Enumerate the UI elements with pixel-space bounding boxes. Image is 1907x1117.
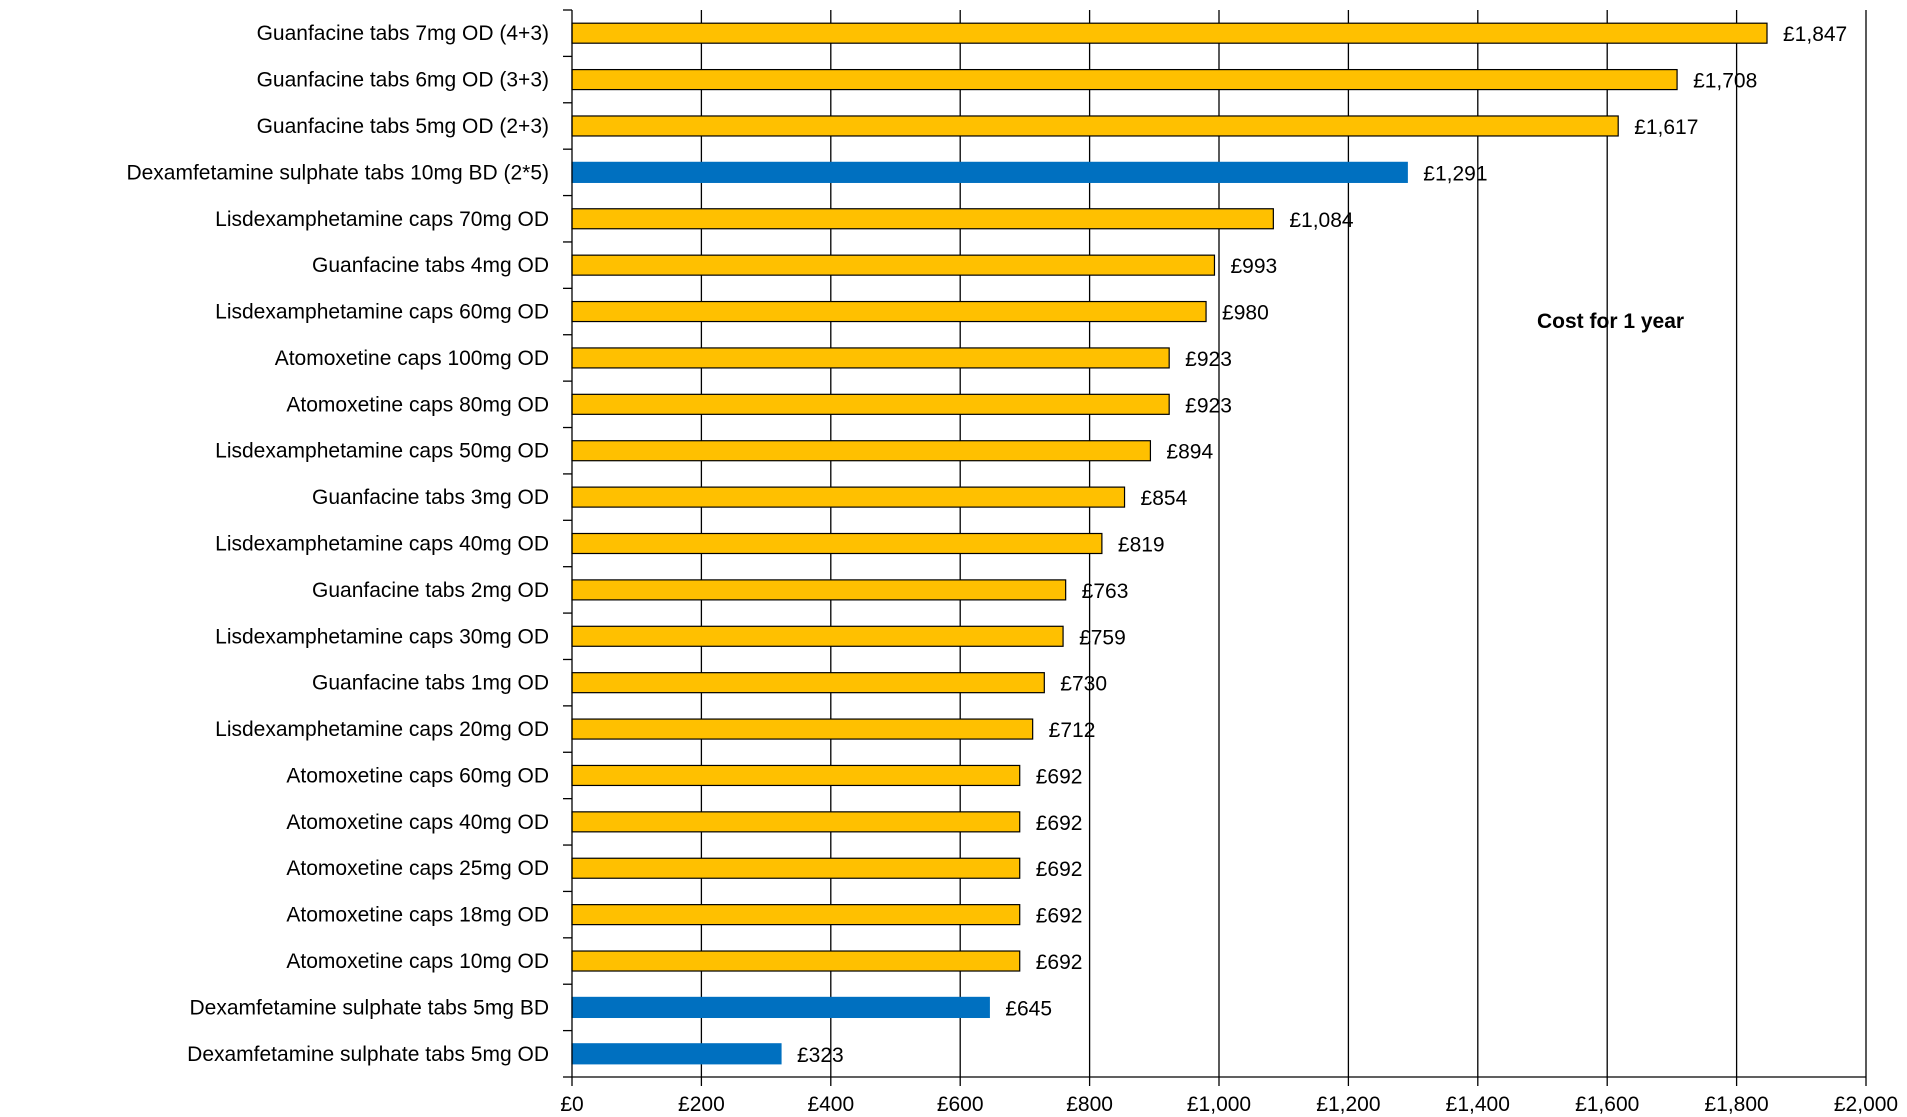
bar xyxy=(571,625,1064,647)
x-tick-label: £600 xyxy=(937,1093,984,1116)
bar xyxy=(571,996,990,1019)
data-label: £1,291 xyxy=(1423,162,1487,185)
bar xyxy=(571,672,1045,694)
data-label: £692 xyxy=(1036,858,1083,881)
bar xyxy=(571,254,1216,276)
category-label: Guanfacine tabs 4mg OD xyxy=(312,254,549,277)
category-label: Atomoxetine caps 10mg OD xyxy=(286,950,549,973)
bar xyxy=(571,904,1021,926)
category-label: Lisdexamphetamine caps 70mg OD xyxy=(215,208,549,231)
data-label: £692 xyxy=(1036,812,1083,835)
data-label: £692 xyxy=(1036,905,1083,928)
data-label: £993 xyxy=(1230,255,1277,278)
data-label: £923 xyxy=(1185,394,1232,417)
category-label: Dexamfetamine sulphate tabs 10mg BD (2*5… xyxy=(126,161,549,184)
bar xyxy=(571,440,1152,462)
bar xyxy=(571,1043,782,1065)
chart-annotation: Cost for 1 year xyxy=(1537,310,1684,333)
bar xyxy=(571,393,1170,415)
category-label: Guanfacine tabs 6mg OD (3+3) xyxy=(257,69,549,92)
x-tick-label: £1,800 xyxy=(1704,1093,1768,1116)
bars xyxy=(571,22,1768,1065)
bar xyxy=(571,68,1678,91)
bar xyxy=(571,950,1021,972)
axes xyxy=(563,9,1867,1086)
bar xyxy=(571,579,1067,601)
category-label: Dexamfetamine sulphate tabs 5mg BD xyxy=(189,996,549,1019)
x-tick-label: £1,200 xyxy=(1316,1093,1380,1116)
category-label: Atomoxetine caps 80mg OD xyxy=(286,393,549,416)
labels: Guanfacine tabs 7mg OD (4+3) £1,847 Guanfa… xyxy=(126,22,1898,1116)
data-label: £730 xyxy=(1060,673,1107,696)
x-tick-label: £800 xyxy=(1066,1093,1113,1116)
category-label: Lisdexamphetamine caps 40mg OD xyxy=(215,533,549,556)
data-label: £1,708 xyxy=(1693,70,1757,93)
data-label: £980 xyxy=(1222,302,1269,325)
category-label: Lisdexamphetamine caps 30mg OD xyxy=(215,625,549,648)
data-label: £645 xyxy=(1005,997,1052,1020)
category-label: Guanfacine tabs 3mg OD xyxy=(312,486,549,509)
bar xyxy=(571,300,1207,323)
bar xyxy=(571,811,1021,833)
data-label: £1,617 xyxy=(1634,116,1698,139)
data-label: £854 xyxy=(1141,487,1188,510)
bar xyxy=(571,347,1170,369)
data-label: £894 xyxy=(1166,441,1213,464)
data-label: £323 xyxy=(797,1044,844,1067)
category-label: Atomoxetine caps 60mg OD xyxy=(286,764,549,787)
data-label: £692 xyxy=(1036,951,1083,974)
bar xyxy=(571,857,1021,879)
data-label: £692 xyxy=(1036,765,1083,788)
bar xyxy=(571,22,1768,44)
category-label: Lisdexamphetamine caps 60mg OD xyxy=(215,301,549,324)
category-label: Guanfacine tabs 7mg OD (4+3) xyxy=(257,22,549,45)
x-tick-label: £200 xyxy=(678,1093,725,1116)
category-label: Guanfacine tabs 2mg OD xyxy=(312,579,549,602)
category-label: Guanfacine tabs 5mg OD (2+3) xyxy=(257,115,549,138)
data-label: £1,847 xyxy=(1783,23,1847,46)
gridlines xyxy=(700,10,1867,1077)
category-label: Atomoxetine caps 18mg OD xyxy=(286,904,549,927)
x-tick-label: £0 xyxy=(560,1093,583,1116)
category-label: Lisdexamphetamine caps 20mg OD xyxy=(215,718,549,741)
data-label: £819 xyxy=(1118,534,1165,557)
x-tick-label: £1,600 xyxy=(1575,1093,1639,1116)
bar xyxy=(571,532,1103,555)
x-tick-label: £2,000 xyxy=(1834,1093,1898,1116)
x-tick-label: £400 xyxy=(807,1093,854,1116)
category-label: Guanfacine tabs 1mg OD xyxy=(312,672,549,695)
bar xyxy=(571,161,1408,183)
category-label: Atomoxetine caps 40mg OD xyxy=(286,811,549,834)
category-label: Atomoxetine caps 25mg OD xyxy=(286,857,549,880)
data-label: £712 xyxy=(1049,719,1096,742)
bar xyxy=(571,208,1274,230)
data-label: £759 xyxy=(1079,626,1126,649)
bar xyxy=(571,115,1619,137)
data-label: £1,084 xyxy=(1289,209,1354,232)
bar xyxy=(571,486,1126,508)
bar xyxy=(571,764,1021,787)
data-label: £763 xyxy=(1082,580,1129,603)
x-tick-label: £1,400 xyxy=(1446,1093,1510,1116)
x-tick-label: £1,000 xyxy=(1187,1093,1251,1116)
category-label: Dexamfetamine sulphate tabs 5mg OD xyxy=(187,1043,549,1066)
category-label: Atomoxetine caps 100mg OD xyxy=(275,347,549,370)
bar xyxy=(571,718,1034,740)
data-label: £923 xyxy=(1185,348,1232,371)
category-label: Lisdexamphetamine caps 50mg OD xyxy=(215,440,549,463)
